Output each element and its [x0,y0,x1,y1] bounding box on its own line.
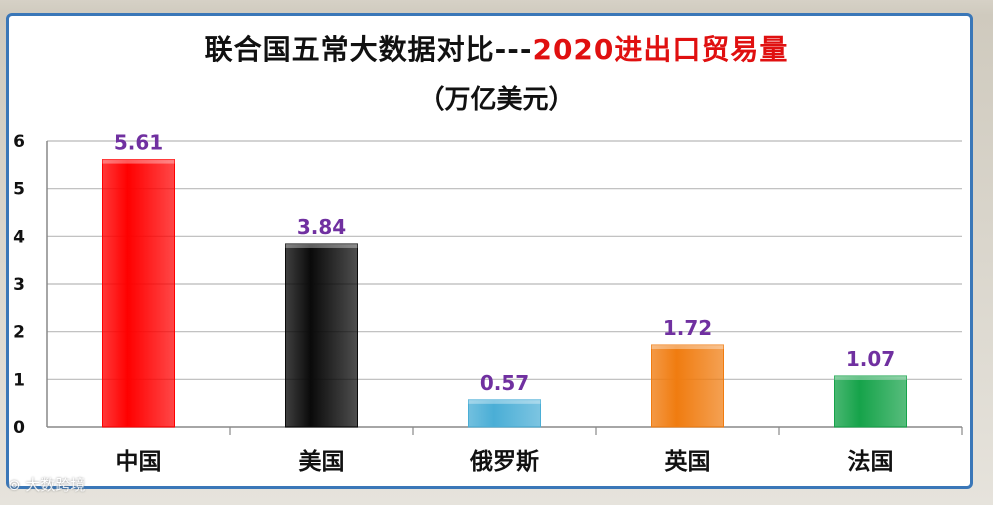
x-category-label-2: 俄罗斯 [469,448,539,475]
chart-title: 联合国五常大数据对比---2020进出口贸易量 [0,28,993,68]
y-tick-label-2: 2 [13,323,25,343]
bar-2 [468,399,541,428]
chart-title-highlight: 2020进出口贸易量 [532,33,789,66]
bar-bevel-1 [285,243,358,248]
watermark: ⊚ 大数跨境 [8,476,86,494]
bar-bevel-4 [834,375,907,380]
x-category-label-0: 中国 [116,449,162,475]
y-tick-label-5: 5 [13,180,25,200]
bar-3 [651,344,724,428]
y-tick-label-6: 6 [13,132,25,152]
y-tick-label-1: 1 [13,370,25,390]
x-category-label-3: 英国 [665,448,711,475]
y-tick-label-0: 0 [13,418,25,438]
bar-bevel-0 [102,159,175,164]
value-label-0: 5.61 [114,131,163,155]
chart-unit-subtitle: （万亿美元） [418,85,575,115]
watermark-text: 大数跨境 [25,476,86,494]
x-category-label-4: 法国 [848,449,894,475]
y-tick-label-3: 3 [13,275,25,295]
value-label-4: 1.07 [846,347,895,371]
bar-1 [285,243,358,428]
value-label-1: 3.84 [297,215,346,239]
x-category-label-1: 美国 [299,448,345,475]
y-tick-label-4: 4 [13,227,25,247]
bar-4 [834,375,907,428]
bar-bevel-3 [651,345,724,350]
bar-bevel-2 [468,399,541,404]
bar-0 [102,159,175,428]
value-label-2: 0.57 [480,371,529,395]
value-label-3: 1.72 [663,316,712,340]
chart-title-main: 联合国五常大数据对比--- [204,33,533,66]
